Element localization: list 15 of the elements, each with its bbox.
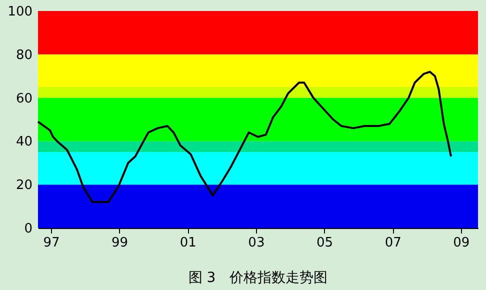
x-tick-label: 07 [384,236,402,250]
x-tick-label: 09 [453,236,470,250]
y-tick-label: 0 [24,222,32,236]
x-tick-label: 01 [180,236,196,250]
y-tick-label: 40 [16,134,32,150]
text: 图 3 价格指数走势图 [188,270,328,286]
y-tick-label: 60 [16,91,32,106]
line-series [37,70,452,203]
y-tick-label: 100 [8,4,32,20]
y-tick-label: 20 [16,178,32,194]
x-tick-label: 97 [43,236,60,250]
x-tick-label: 99 [112,236,128,250]
x-tick-label: 05 [316,236,334,250]
y-tick-label: 80 [16,48,32,63]
x-tick-label: 03 [248,236,265,250]
